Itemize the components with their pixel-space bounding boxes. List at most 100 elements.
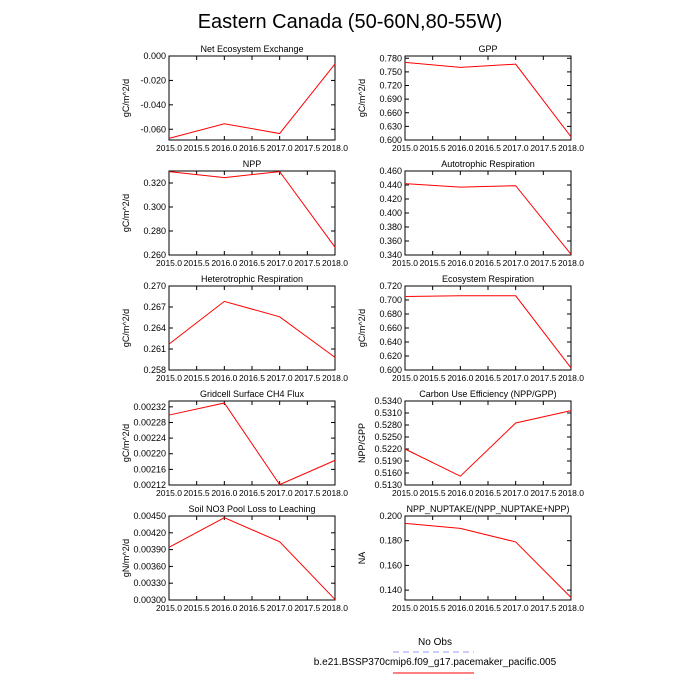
- y-tick-label: 0.160: [379, 560, 402, 570]
- x-tick-label: 2015.0: [156, 258, 182, 268]
- y-tick-label: 0.00216: [133, 464, 166, 474]
- x-tick-label: 2015.0: [392, 488, 418, 498]
- plot-frame: [404, 400, 572, 486]
- y-tick-label: 0.00228: [133, 417, 166, 427]
- x-tick-label: 2016.5: [475, 603, 501, 613]
- x-tick-label: 2017.0: [267, 143, 293, 153]
- y-tick-label: 0.260: [143, 250, 166, 260]
- y-tick-label: 0.180: [379, 536, 402, 546]
- y-tick-label: 0.720: [379, 281, 402, 291]
- y-tick-label: 0.640: [379, 337, 402, 347]
- y-tick-label: 0.00232: [133, 402, 166, 412]
- x-tick-label: 2018.0: [558, 488, 584, 498]
- x-tick-label: 2017.5: [530, 258, 556, 268]
- y-tick-label: 0.300: [143, 202, 166, 212]
- chart-title: GPP: [478, 44, 497, 54]
- plot-frame: [404, 515, 572, 601]
- chart-panel-6: Ecosystem Respiration 0.720 0.700 0.680 0.66…: [357, 274, 584, 383]
- x-tick-label: 2018.0: [558, 603, 584, 613]
- x-tick-label: 2016.0: [447, 373, 473, 383]
- x-tick-label: 2015.0: [156, 488, 182, 498]
- x-tick-label: 2015.5: [420, 373, 446, 383]
- y-tick-label: 0.680: [379, 309, 402, 319]
- x-tick-label: 2015.0: [156, 143, 182, 153]
- y-tick-label: 0.00330: [133, 578, 166, 588]
- x-tick-label: 2017.5: [294, 603, 320, 613]
- legend-label-run: b.e21.BSSP370cmip6.f09_g17.pacemaker_pac…: [314, 657, 557, 668]
- y-tick-label: 0.460: [379, 166, 402, 176]
- chart-title: Ecosystem Respiration: [442, 274, 534, 284]
- y-tick-label: 0.620: [379, 351, 402, 361]
- x-tick-label: 2016.5: [239, 143, 265, 153]
- plot-frame: [168, 285, 336, 371]
- x-tick-label: 2015.0: [392, 258, 418, 268]
- chart-title: NPP: [243, 159, 262, 169]
- plot-frame: [168, 515, 336, 601]
- x-tick-label: 2015.5: [420, 258, 446, 268]
- chart-panel-9: Soil NO3 Pool Loss to Leaching 0.00450 0.0…: [121, 504, 348, 613]
- y-tick-label: -0.060: [140, 124, 166, 134]
- y-tick-label: 0.00300: [133, 595, 166, 605]
- chart-panel-5: Heterotrophic Respiration 0.270 0.267 0.264…: [121, 274, 348, 383]
- legend-label-no-obs: No Obs: [418, 637, 452, 648]
- x-tick-label: 2015.0: [392, 373, 418, 383]
- x-tick-label: 2016.0: [211, 143, 237, 153]
- y-axis-label: gC/m^2/d: [121, 194, 131, 232]
- x-tick-label: 2015.5: [184, 143, 210, 153]
- x-tick-label: 2016.0: [211, 373, 237, 383]
- y-tick-label: -0.020: [140, 75, 166, 85]
- x-tick-label: 2016.5: [239, 373, 265, 383]
- x-tick-label: 2017.5: [530, 488, 556, 498]
- y-axis-label: NPP/GPP: [357, 423, 367, 463]
- chart-panel-2: GPP0.7800.7500.7200.6900.6600.6300.60020…: [357, 44, 584, 153]
- x-tick-label: 2016.5: [475, 258, 501, 268]
- x-tick-label: 2017.0: [503, 603, 529, 613]
- x-tick-label: 2015.0: [156, 603, 182, 613]
- x-tick-label: 2018.0: [558, 258, 584, 268]
- y-tick-label: 0.320: [143, 178, 166, 188]
- series-line: [404, 61, 572, 138]
- chart-title: Carbon Use Efficiency (NPP/GPP): [419, 389, 556, 399]
- series-line: [404, 295, 572, 369]
- chart-title: Soil NO3 Pool Loss to Leaching: [188, 504, 315, 514]
- x-tick-label: 2016.5: [475, 143, 501, 153]
- y-tick-label: 0.00450: [133, 511, 166, 521]
- y-axis-label: gC/m^2/d: [121, 309, 131, 347]
- y-tick-label: 0.5340: [374, 396, 402, 406]
- x-tick-label: 2018.0: [322, 603, 348, 613]
- series-line: [168, 402, 336, 486]
- x-tick-label: 2017.0: [503, 488, 529, 498]
- series-line: [404, 522, 572, 598]
- x-tick-label: 2016.5: [239, 603, 265, 613]
- series-line: [404, 410, 572, 477]
- y-tick-label: 0.380: [379, 222, 402, 232]
- y-tick-label: -0.040: [140, 100, 166, 110]
- x-tick-label: 2017.5: [530, 143, 556, 153]
- x-tick-label: 2016.0: [447, 488, 473, 498]
- series-line: [168, 300, 336, 358]
- x-tick-label: 2015.0: [392, 143, 418, 153]
- y-tick-label: 0.5130: [374, 480, 402, 490]
- x-tick-label: 2017.0: [267, 373, 293, 383]
- y-tick-label: 0.140: [379, 585, 402, 595]
- y-tick-label: 0.780: [379, 53, 402, 63]
- x-tick-label: 2017.0: [267, 488, 293, 498]
- x-tick-label: 2016.5: [475, 488, 501, 498]
- y-tick-label: 0.660: [379, 323, 402, 333]
- y-tick-label: 0.5190: [374, 456, 402, 466]
- chart-title: Gridcell Surface CH4 Flux: [200, 389, 305, 399]
- plot-frame: [168, 55, 336, 141]
- x-tick-label: 2018.0: [558, 143, 584, 153]
- x-tick-label: 2017.5: [530, 603, 556, 613]
- series-line: [168, 63, 336, 139]
- chart-panel-7: Gridcell Surface CH4 Flux 0.00232 0.00228 0…: [121, 389, 348, 498]
- x-tick-label: 2017.0: [267, 603, 293, 613]
- x-tick-label: 2017.5: [294, 373, 320, 383]
- y-tick-label: 0.00420: [133, 528, 166, 538]
- x-tick-label: 2016.0: [211, 488, 237, 498]
- x-tick-label: 2017.0: [503, 143, 529, 153]
- y-axis-label: gC/m^2/d: [357, 309, 367, 347]
- x-tick-label: 2016.5: [239, 488, 265, 498]
- y-tick-label: 0.5310: [374, 408, 402, 418]
- x-tick-label: 2018.0: [322, 488, 348, 498]
